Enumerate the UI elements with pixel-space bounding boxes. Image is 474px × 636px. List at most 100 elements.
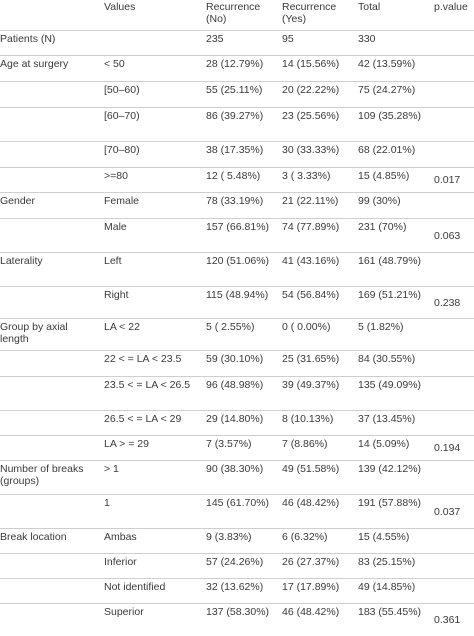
row-group-label: Age at surgery — [0, 58, 69, 70]
row-value: [50–60) — [104, 84, 140, 96]
table-row: >=80 12 ( 5.48%) 3 ( 3.33%) 15 (4.85%) 0.017 — [0, 167, 474, 193]
cell-recurrence-no: 96 (48.98%) — [206, 379, 264, 391]
cell-recurrence-yes: 74 (77.89%) — [282, 221, 340, 233]
table-row: 26.5 < = LA < 29 29 (14.80%) 8 (10.13%) 37 … — [0, 410, 474, 436]
row-group-label — [0, 168, 100, 193]
cell-recurrence-yes: 8 (10.13%) — [282, 413, 334, 425]
cell-recurrence-no: 32 (13.62%) — [206, 581, 264, 593]
table-row: Gender Female 78 (33.19%) 21 (22.11%) 99 (30… — [0, 192, 474, 219]
cell-recurrence-no: 28 (12.79%) — [206, 58, 264, 70]
cell-recurrence-no: 78 (33.19%) — [206, 195, 264, 207]
row-value — [100, 31, 202, 56]
row-value: Ambas — [104, 531, 137, 543]
cell-p-value — [430, 529, 474, 554]
row-value: > 1 — [104, 463, 119, 475]
table-row: LA > = 29 7 (3.57%) 7 (8.86%) 14 (5.09%) 0.1… — [0, 435, 474, 461]
cell-recurrence-yes: 41 (43.16%) — [282, 255, 340, 267]
cell-recurrence-yes: 46 (48.42%) — [282, 606, 340, 618]
row-group-label: Break location — [0, 531, 67, 543]
cell-p-value — [430, 579, 474, 604]
row-value: Superior — [104, 606, 144, 618]
cell-p-value: 0.194 — [434, 442, 461, 454]
cell-recurrence-no: 5 ( 2.55%) — [206, 321, 255, 333]
cell-p-value — [430, 554, 474, 579]
table-row: 22 < = LA < 23.5 59 (30.10%) 25 (31.65%) 84… — [0, 350, 474, 377]
row-group-label — [0, 219, 100, 253]
table-row: Male 157 (66.81%) 74 (77.89%) 231 (70%) 0.06… — [0, 218, 474, 253]
cell-total: 99 (30%) — [358, 195, 401, 207]
row-value: LA < 22 — [104, 321, 140, 333]
row-group-label — [0, 554, 100, 579]
cell-total: 169 (51.21%) — [358, 289, 422, 301]
cell-p-value: 0.238 — [434, 296, 461, 309]
cell-total: 15 (4.85%) — [358, 170, 410, 182]
cell-recurrence-no: 235 — [206, 33, 224, 45]
cell-recurrence-yes: 6 (6.32%) — [282, 531, 328, 543]
cell-total: 183 (55.45%) — [358, 606, 422, 618]
row-group-label — [0, 377, 100, 411]
cell-recurrence-yes: 49 (51.58%) — [282, 463, 340, 475]
cell-total: 49 (14.85%) — [358, 581, 416, 593]
row-group-label: Gender — [0, 195, 36, 207]
cell-total: 109 (35.28%) — [358, 110, 422, 122]
row-group-label — [0, 495, 100, 529]
cell-total: 42 (13.59%) — [358, 58, 416, 70]
cell-p-value — [430, 411, 474, 436]
cell-recurrence-yes: 26 (27.37%) — [282, 556, 340, 568]
cell-recurrence-no: 90 (38.30%) — [206, 463, 264, 475]
row-group-label — [0, 287, 100, 319]
table-row: Not identified 32 (13.62%) 17 (17.89%) 49 (… — [0, 578, 474, 604]
cell-recurrence-yes: 46 (48.42%) — [282, 497, 340, 509]
row-value: LA > = 29 — [104, 438, 149, 450]
cell-recurrence-no: 12 ( 5.48%) — [206, 170, 261, 182]
row-group-label — [0, 351, 100, 377]
cell-p-value — [430, 142, 474, 168]
header-p-value: p.value — [434, 1, 468, 13]
cell-recurrence-yes: 25 (31.65%) — [282, 353, 340, 365]
cell-total: 139 (42.12%) — [358, 463, 422, 475]
cell-recurrence-no: 9 (3.83%) — [206, 531, 252, 543]
cell-p-value — [430, 351, 474, 377]
table-row: [70–80) 38 (17.35%) 30 (33.33%) 68 (22.01%) — [0, 141, 474, 168]
table-row: Patients (N) 235 95 330 — [0, 30, 474, 56]
cell-p-value: 0.063 — [434, 229, 461, 242]
cell-p-value — [430, 253, 474, 287]
table-row: Number of breaks (groups) > 1 90 (38.30%) 4… — [0, 460, 474, 495]
cell-recurrence-yes: 14 (15.56%) — [282, 58, 340, 70]
cell-total: 231 (70%) — [358, 221, 407, 233]
row-value: 26.5 < = LA < 29 — [104, 413, 182, 425]
cell-p-value — [430, 461, 474, 495]
cell-recurrence-yes: 21 (22.11%) — [282, 195, 339, 207]
cell-total: 75 (24.27%) — [358, 84, 416, 96]
cell-total: 5 (1.82%) — [358, 321, 404, 333]
cell-total: 161 (48.79%) — [358, 255, 422, 267]
row-value: [60–70) — [104, 110, 140, 122]
cell-recurrence-yes: 20 (22.22%) — [282, 84, 340, 96]
cell-recurrence-no: 7 (3.57%) — [206, 438, 252, 450]
cell-recurrence-no: 157 (66.81%) — [206, 221, 270, 233]
table-row: 1 145 (61.70%) 46 (48.42%) 191 (57.88%) 0.03… — [0, 494, 474, 529]
cell-recurrence-no: 137 (58.30%) — [206, 606, 270, 618]
cell-total: 84 (30.55%) — [358, 353, 416, 365]
header-total: Total — [358, 1, 381, 13]
cell-total: 14 (5.09%) — [358, 438, 410, 450]
cell-recurrence-yes: 39 (49.37%) — [282, 379, 340, 391]
table-row: [60–70) 86 (39.27%) 23 (25.56%) 109 (35.28%… — [0, 107, 474, 142]
cell-p-value: 0.017 — [434, 174, 461, 186]
row-value: Right — [104, 289, 129, 301]
header-group — [0, 0, 100, 31]
cell-recurrence-no: 57 (24.26%) — [206, 556, 264, 568]
cell-recurrence-yes: 0 ( 0.00%) — [282, 321, 331, 333]
table-row: [50–60) 55 (25.11%) 20 (22.22%) 75 (24.27%) — [0, 81, 474, 108]
cell-p-value — [430, 56, 474, 82]
table-row: Inferior 57 (24.26%) 26 (27.37%) 83 (25.15%… — [0, 553, 474, 579]
row-value: [70–80) — [104, 144, 140, 156]
cell-recurrence-no: 55 (25.11%) — [206, 84, 263, 96]
cell-recurrence-no: 86 (39.27%) — [206, 110, 264, 122]
cell-total: 83 (25.15%) — [358, 556, 416, 568]
cell-recurrence-yes: 95 — [282, 33, 294, 45]
cell-p-value — [430, 193, 474, 219]
row-group-label — [0, 142, 100, 168]
row-value: Not identified — [104, 581, 166, 593]
table-row: Superior 137 (58.30%) 46 (48.42%) 183 (55.4… — [0, 603, 474, 636]
